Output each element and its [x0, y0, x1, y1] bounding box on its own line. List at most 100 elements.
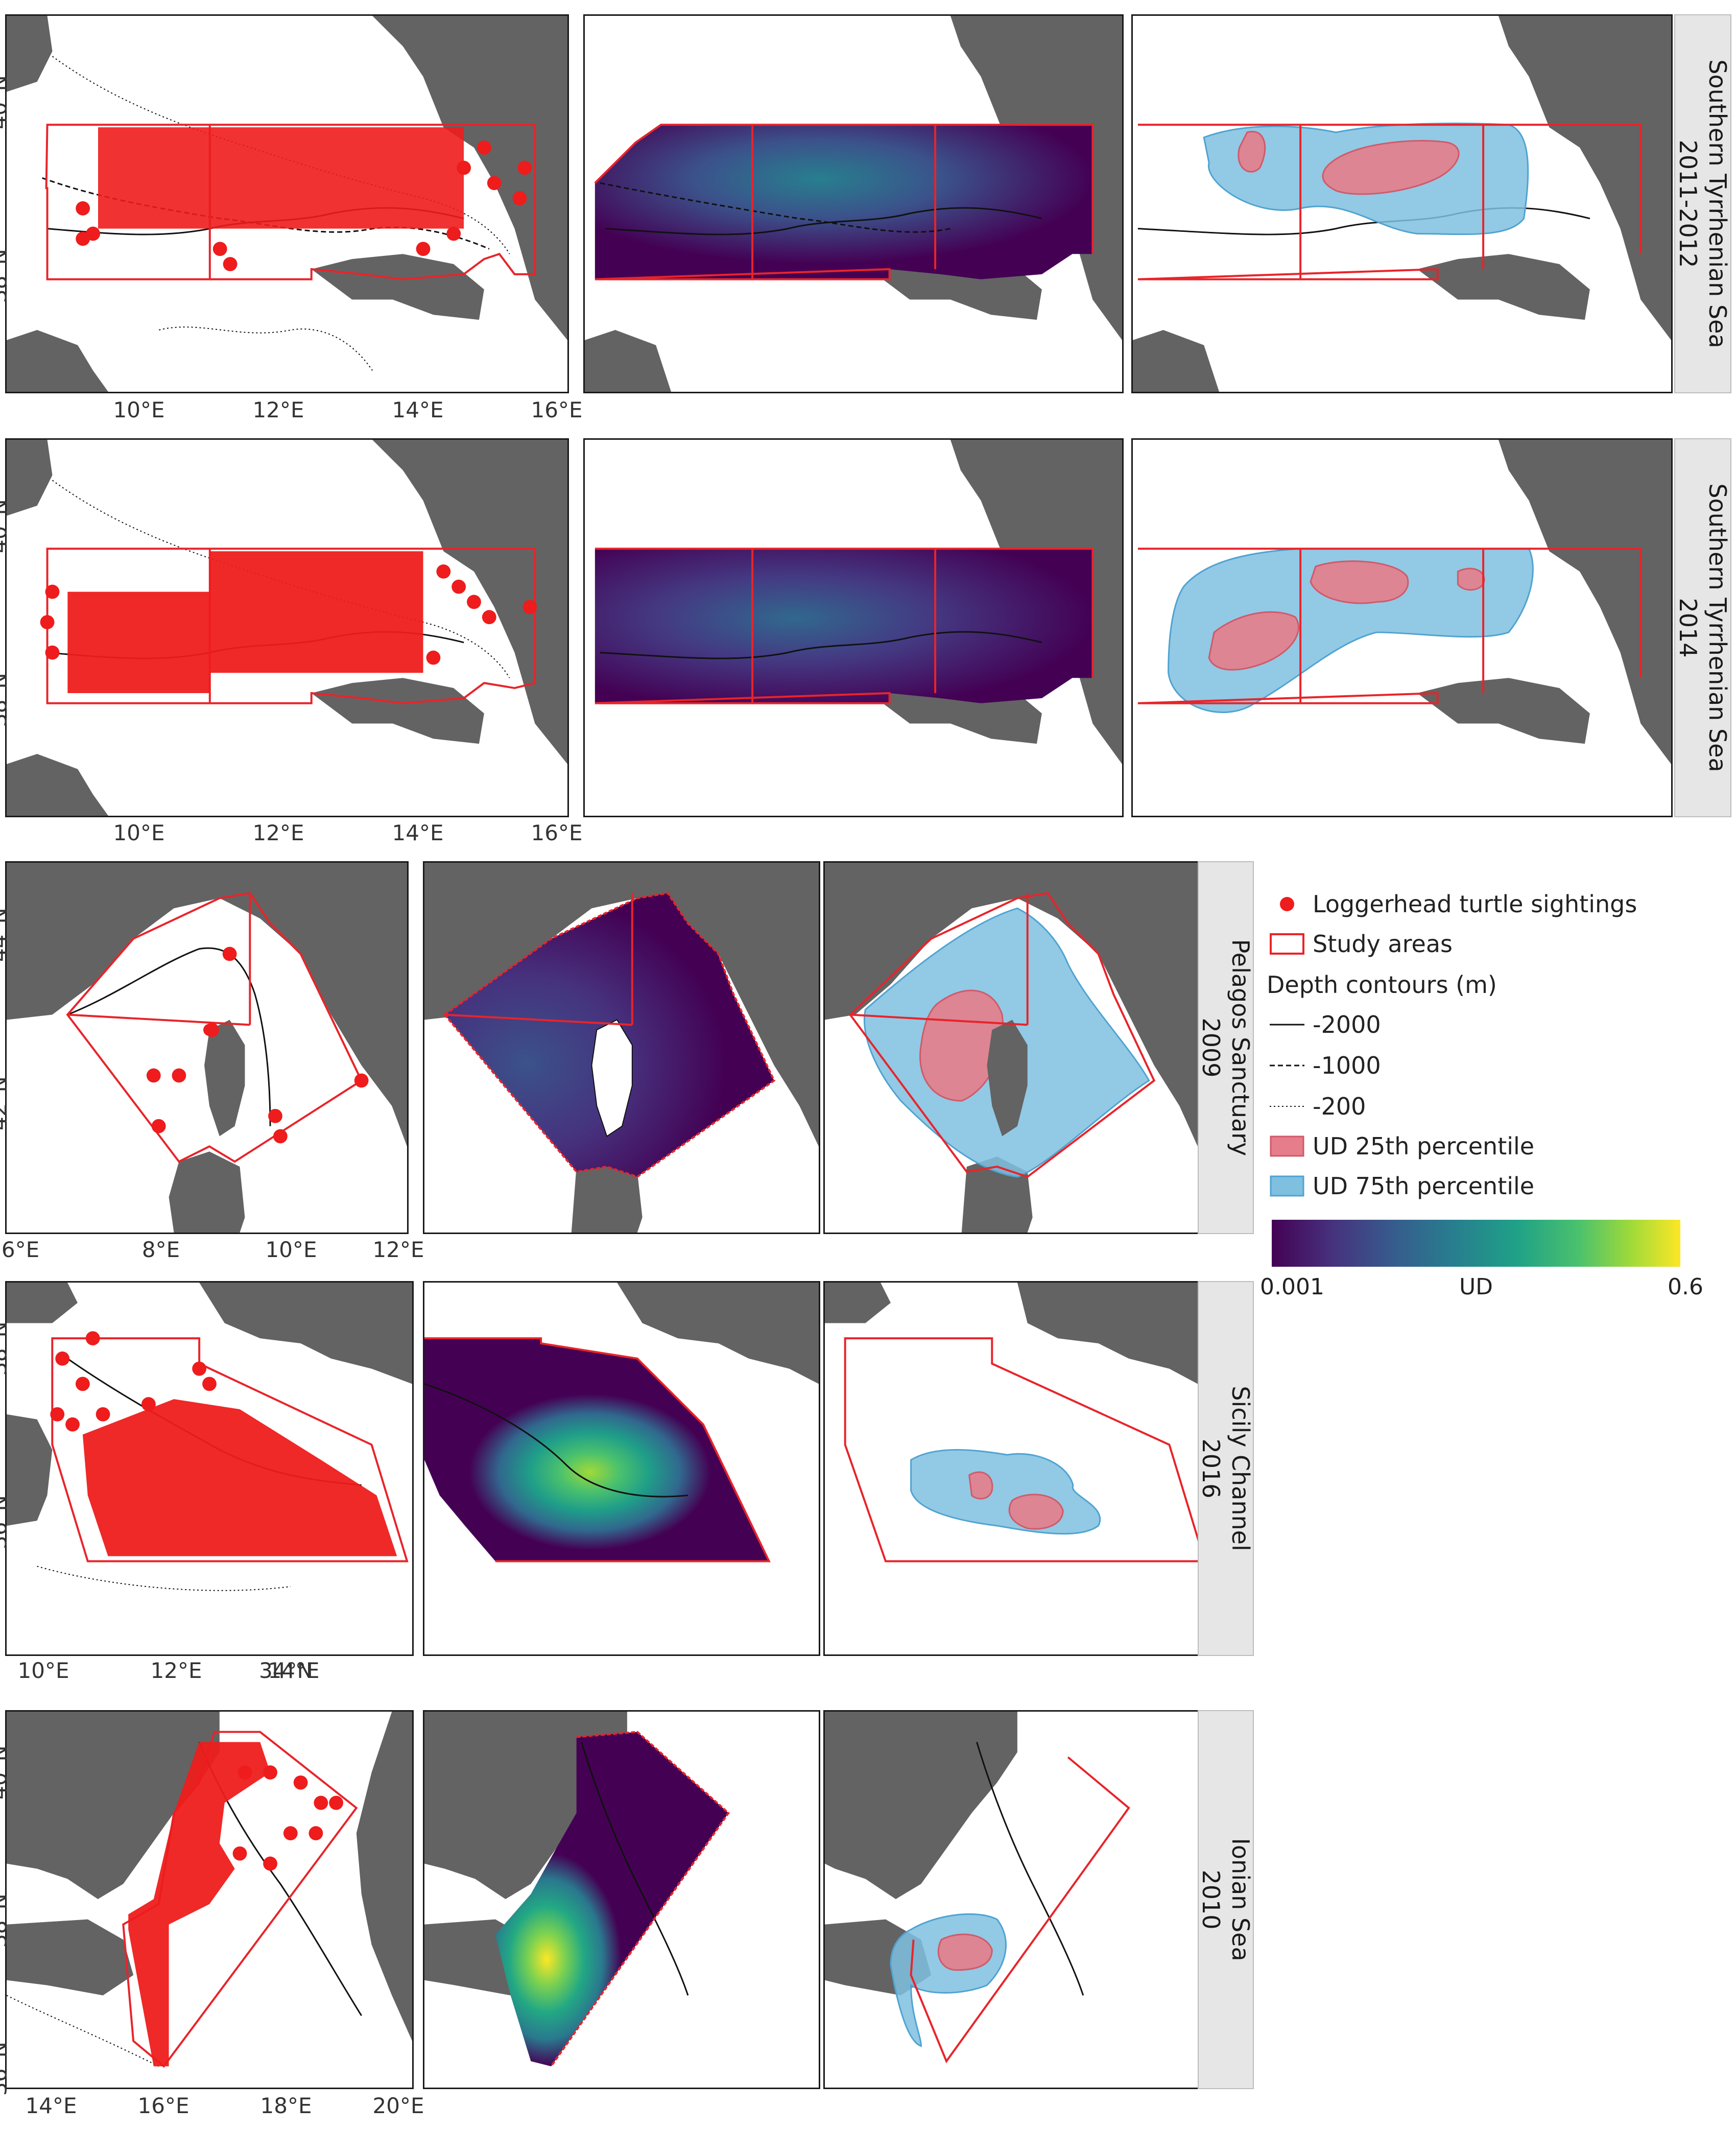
study-area	[848, 892, 1156, 1178]
x-tick: 14°E	[392, 397, 444, 422]
row2-ud-map	[583, 438, 1124, 817]
y-tick: 36°N	[0, 2042, 12, 2096]
ud25-area	[1322, 140, 1460, 195]
ud-surface	[594, 125, 1093, 279]
x-tick: 34°N	[259, 1658, 313, 1683]
study-area	[45, 124, 536, 280]
land-corsica	[204, 1020, 245, 1136]
legend-ud75: UD 75th percentile	[1267, 1171, 1534, 1201]
depth-2000	[424, 1383, 688, 1498]
row5-percentile-map	[823, 1710, 1199, 2089]
row2-percentile-map	[1131, 438, 1673, 817]
ud-surface	[594, 549, 1093, 703]
depth-2000	[976, 1742, 1084, 1996]
land-sardinia	[571, 1156, 643, 1233]
land	[7, 16, 53, 92]
row1-sightings-map	[5, 14, 569, 393]
sighting-points	[40, 551, 537, 693]
study-area	[594, 548, 1094, 704]
row2-sightings-map	[5, 438, 569, 817]
study-area	[51, 1337, 409, 1562]
x-tick: 12°E	[252, 820, 304, 845]
land	[1417, 678, 1590, 744]
x-tick: 20°E	[372, 2093, 424, 2118]
ud-surface	[424, 1338, 769, 1561]
legend-ud25-label: UD 25th percentile	[1313, 1132, 1535, 1160]
ud25-area	[1457, 567, 1485, 591]
x-tick: 16°E	[531, 820, 583, 845]
row4-ud-map	[423, 1281, 820, 1656]
x-tick: 10°E	[265, 1237, 317, 1262]
ud25-area	[968, 1471, 993, 1500]
colorbar-title-label: UD	[1459, 1274, 1493, 1300]
row4-strip: Sicily Channel 2016	[1197, 1281, 1254, 1656]
sighting-points	[146, 946, 369, 1144]
row3-percentile-map	[823, 861, 1199, 1234]
legend-depth-title: Depth contours (m)	[1267, 969, 1497, 1000]
land-italy	[7, 1712, 220, 1900]
land-corsica	[591, 1019, 633, 1138]
land	[372, 16, 567, 340]
x-tick: 12°E	[252, 397, 304, 422]
land-sicily	[617, 1283, 819, 1384]
study-area	[1137, 548, 1642, 704]
ud25-area	[1208, 611, 1299, 671]
land-sicily	[1017, 1283, 1198, 1384]
depth-200	[37, 1566, 291, 1591]
land	[424, 863, 819, 1147]
land	[825, 863, 1198, 1147]
land	[311, 678, 484, 744]
sighting-points	[50, 1331, 397, 1556]
row1-percentile-map	[1131, 14, 1673, 393]
land	[950, 16, 1122, 340]
x-tick: 6°E	[1, 1237, 40, 1262]
depth-2000	[600, 631, 1042, 659]
x-tick: 14°E	[25, 2093, 77, 2118]
row4-percentile-map	[823, 1281, 1199, 1656]
study-area	[443, 892, 776, 1178]
ud-surface	[495, 1732, 729, 2067]
row1-ud-map	[583, 14, 1124, 393]
x-tick: 10°E	[113, 820, 165, 845]
sighting-points	[128, 1742, 344, 2067]
row2-strip: Southern Tyrrhenian Sea 2014	[1674, 438, 1731, 817]
study-area	[424, 1337, 771, 1562]
legend-sightings-label: Loggerhead turtle sightings	[1313, 890, 1637, 918]
land	[1498, 440, 1671, 764]
land-sicily	[7, 1919, 134, 1996]
y-tick: 38°N	[0, 1893, 12, 1948]
colorbar-min-label: 0.001	[1260, 1274, 1324, 1300]
legend-depth-200: -200	[1267, 1091, 1366, 1122]
x-tick: 10°E	[113, 397, 165, 422]
study-area	[594, 124, 1094, 280]
ud25-area	[937, 1933, 993, 1971]
row3-ud-map	[423, 861, 820, 1234]
study-area	[550, 1731, 730, 2067]
x-tick: 12°E	[150, 1658, 202, 1683]
ud75-area	[910, 1449, 1101, 1535]
land	[7, 329, 108, 392]
study-area	[1137, 124, 1642, 280]
y-tick: 38°N	[0, 249, 12, 303]
land	[825, 1283, 891, 1323]
depth-2000	[581, 1742, 689, 1996]
land	[7, 1283, 78, 1323]
land	[7, 440, 53, 516]
y-tick: 42°N	[0, 1076, 12, 1130]
legend-sightings: Loggerhead turtle sightings	[1267, 889, 1637, 919]
x-tick: 14°E	[392, 820, 444, 845]
land	[7, 863, 407, 1147]
legend-study-areas: Study areas	[1267, 929, 1453, 959]
study-area	[844, 1337, 1198, 1562]
land	[585, 329, 672, 392]
ud25-area	[1008, 1494, 1064, 1530]
ud75-area	[890, 1913, 1007, 2047]
row4-sightings-map	[5, 1281, 414, 1656]
y-tick: 40°N	[0, 1745, 12, 1799]
land-corsica	[987, 1020, 1028, 1136]
x-tick: 12°E	[372, 1237, 424, 1262]
row3-sightings-map	[5, 861, 409, 1234]
legend-depth-200-label: -200	[1313, 1093, 1366, 1120]
y-tick: 40°N	[0, 75, 12, 129]
land	[7, 753, 108, 816]
